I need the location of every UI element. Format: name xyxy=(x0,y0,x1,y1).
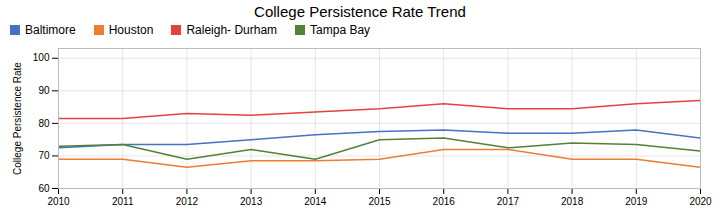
svg-text:2017: 2017 xyxy=(497,196,520,207)
html-text:Raleigh- Durham: Raleigh- Durham xyxy=(186,23,278,37)
svg-text:100: 100 xyxy=(33,52,50,63)
svg-text:2018: 2018 xyxy=(561,196,584,207)
html-text:College Persistence Rate Trend: College Persistence Rate Trend xyxy=(254,3,466,20)
html-text:Houston: Houston xyxy=(108,23,154,37)
svg-text:90: 90 xyxy=(38,85,50,96)
svg-text:College Persistence Rate: College Persistence Rate xyxy=(12,62,23,175)
html-text:Baltimore: Baltimore xyxy=(25,23,76,37)
svg-text:60: 60 xyxy=(38,183,50,194)
svg-text:80: 80 xyxy=(38,118,50,129)
svg-text:2012: 2012 xyxy=(176,196,199,207)
svg-text:2011: 2011 xyxy=(112,196,134,207)
svg-text:70: 70 xyxy=(38,150,50,161)
svg-text:2016: 2016 xyxy=(433,196,456,207)
svg-text:2019: 2019 xyxy=(625,196,648,207)
svg-text:2013: 2013 xyxy=(240,196,263,207)
svg-text:2015: 2015 xyxy=(368,196,391,207)
html-text:Tampa Bay: Tampa Bay xyxy=(310,23,371,37)
svg-text:2014: 2014 xyxy=(304,196,327,207)
svg-text:2020: 2020 xyxy=(689,196,712,207)
svg-text:2010: 2010 xyxy=(47,196,70,207)
